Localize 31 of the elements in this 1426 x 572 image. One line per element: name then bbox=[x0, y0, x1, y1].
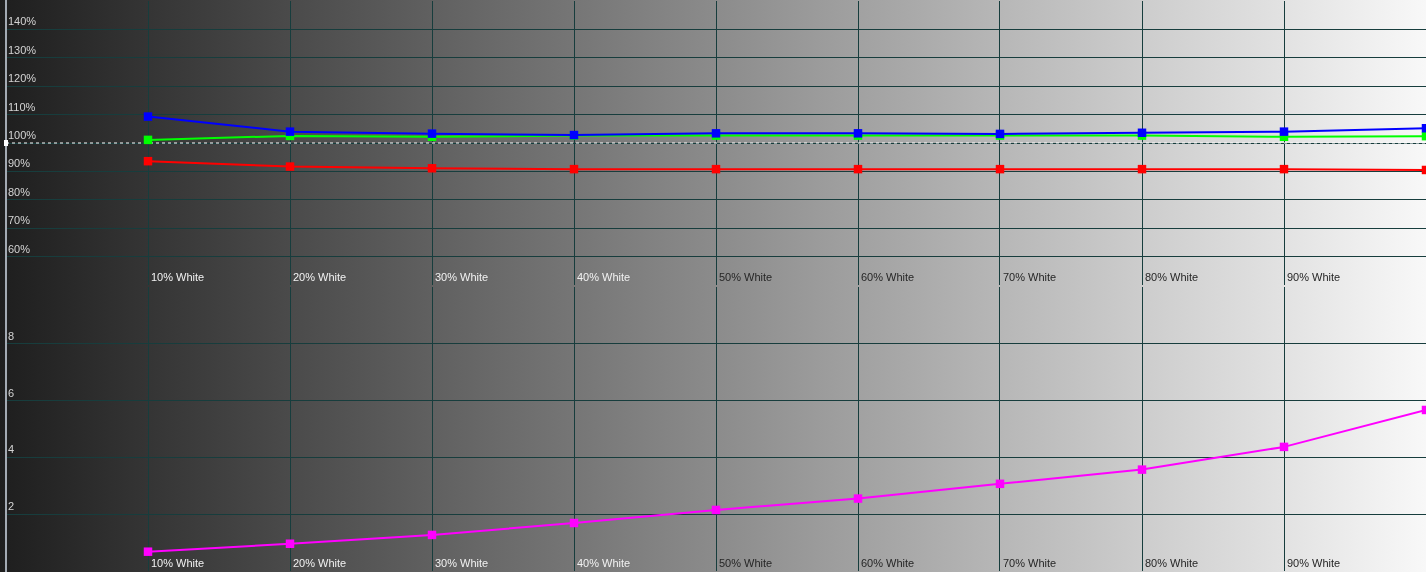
y-tick-label: 120% bbox=[8, 72, 37, 85]
x-tick-label: 20% White bbox=[293, 557, 347, 570]
y-tick-label: 60% bbox=[8, 242, 31, 255]
y-tick-label: 4 bbox=[8, 443, 15, 456]
x-tick-label: 50% White bbox=[719, 271, 773, 284]
y-tick-label: 110% bbox=[8, 100, 36, 113]
x-tick-label: 30% White bbox=[435, 271, 489, 284]
x-tick-label: 60% White bbox=[861, 557, 915, 570]
y-tick-label: 80% bbox=[8, 185, 31, 198]
y-tick-label: 90% bbox=[8, 157, 31, 170]
x-tick-label: 80% White bbox=[1145, 557, 1199, 570]
x-tick-label: 20% White bbox=[293, 271, 347, 284]
x-tick-label: 70% White bbox=[1003, 271, 1057, 284]
x-tick-label: 90% White bbox=[1287, 557, 1341, 570]
y-tick-label: 70% bbox=[8, 214, 31, 227]
y-tick-label: 2 bbox=[8, 500, 15, 513]
y-tick-label: 6 bbox=[8, 386, 15, 399]
x-tick-label: 60% White bbox=[861, 271, 915, 284]
y-tick-label: 100% bbox=[8, 129, 37, 142]
x-tick-label: 30% White bbox=[435, 557, 489, 570]
x-tick-label: 80% White bbox=[1145, 271, 1199, 284]
x-tick-label: 40% White bbox=[577, 271, 631, 284]
y-tick-label: 140% bbox=[8, 15, 37, 28]
y-tick-label: 8 bbox=[8, 329, 15, 342]
x-tick-label: 70% White bbox=[1003, 557, 1057, 570]
x-tick-label: 90% White bbox=[1287, 271, 1341, 284]
x-tick-label: 10% White bbox=[151, 271, 205, 284]
x-tick-label: 50% White bbox=[719, 557, 773, 570]
x-tick-label: 10% White bbox=[151, 557, 205, 570]
y-tick-label: 130% bbox=[8, 43, 37, 56]
x-tick-label: 40% White bbox=[577, 557, 631, 570]
